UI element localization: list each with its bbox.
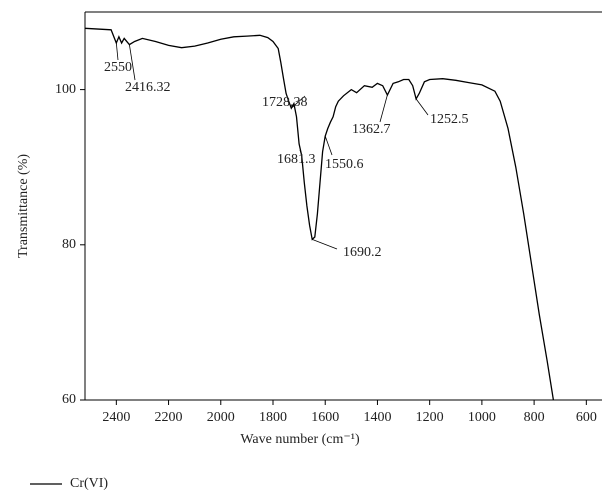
annotation-label: 1362.7: [352, 122, 391, 137]
annotation-leader: [415, 98, 429, 116]
annotation-leader: [299, 149, 303, 156]
x-tick-label: 600: [576, 410, 597, 425]
x-tick-label: 1400: [363, 410, 391, 425]
y-axis-label: Transmittance (%): [16, 154, 31, 258]
annotation-label: 1690.2: [343, 245, 382, 260]
annotation-leader: [128, 44, 136, 81]
y-tick-label: 100: [55, 82, 76, 97]
x-tick-label: 1000: [468, 410, 496, 425]
x-tick-label: 1800: [259, 410, 287, 425]
annotation-leader: [379, 94, 388, 123]
y-tick-label: 80: [62, 237, 76, 252]
annotation-label: 2416.32: [125, 80, 171, 95]
annotation-label: 2550: [104, 60, 132, 75]
annotation-leader: [115, 43, 119, 61]
annotation-label: 1681.3: [277, 152, 316, 167]
spectrum-line: [84, 27, 555, 401]
annotation-label: 1728.38: [262, 95, 308, 110]
annotation-leader: [312, 238, 338, 250]
annotation-leader: [324, 136, 333, 156]
annotation-label: 1252.5: [430, 112, 469, 127]
x-tick-label: 2400: [102, 410, 130, 425]
x-tick-label: 2000: [207, 410, 235, 425]
x-axis-label: Wave number (cm⁻¹): [240, 432, 360, 447]
x-tick-label: 1200: [416, 410, 444, 425]
annotation-label: 1550.6: [325, 157, 364, 172]
x-tick-label: 1600: [311, 410, 339, 425]
y-tick-label: 60: [62, 392, 76, 407]
x-tick-label: 800: [524, 410, 545, 425]
annotation-leader: [291, 95, 306, 109]
legend-label: Cr(VI): [70, 476, 108, 491]
x-tick-label: 2200: [155, 410, 183, 425]
